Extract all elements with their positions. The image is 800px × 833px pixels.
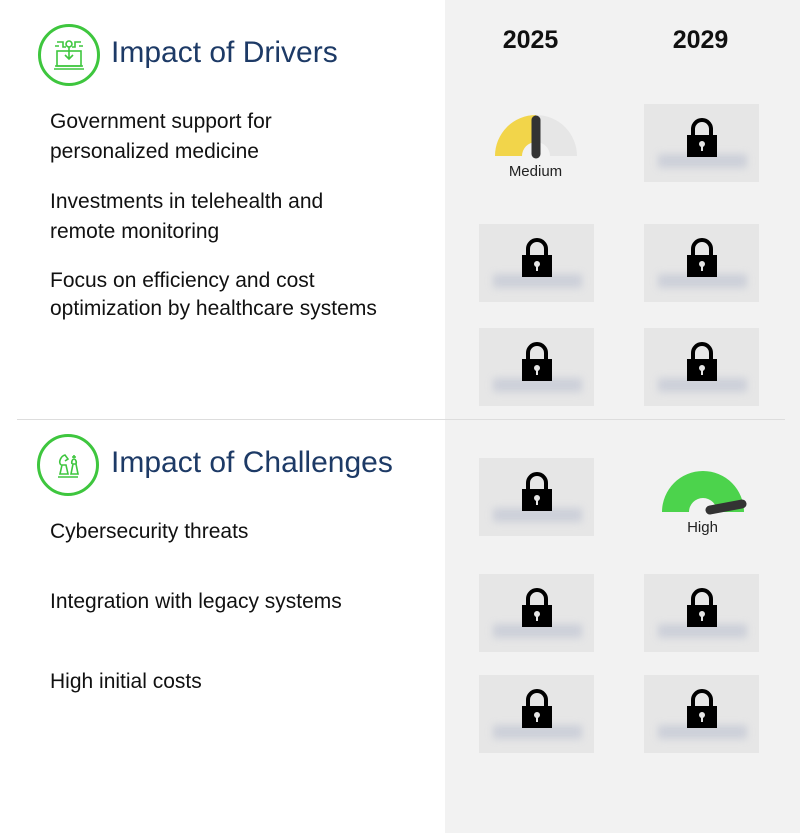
year-header-2025: 2025 [502,26,559,54]
lock-icon [521,689,552,728]
challenge-item: Integration with legacy systems [50,590,342,613]
laptop-circuit-icon [38,24,100,86]
chess-pieces-icon [37,434,99,496]
locked-rating[interactable] [479,574,594,652]
lock-icon [521,238,552,277]
blurred-value [658,274,747,288]
blurred-value [658,624,747,638]
year-header-2029: 2029 [672,26,729,54]
blurred-value [493,725,582,739]
blurred-value [658,154,747,168]
challenge-item: Cybersecurity threats [50,520,249,543]
lock-icon [521,342,552,381]
gauge-label: Medium [508,163,563,180]
impact-gauge-medium: Medium [478,110,593,180]
blurred-value [493,508,582,522]
blurred-value [658,378,747,392]
blurred-value [493,274,582,288]
lock-icon [521,472,552,511]
locked-rating[interactable] [644,224,759,302]
blurred-value [658,725,747,739]
locked-rating[interactable] [479,458,594,536]
drivers-title: Impact of Drivers [111,36,338,69]
section-divider [17,419,785,420]
driver-item: Investments in telehealth and remote mon… [50,190,324,243]
locked-rating[interactable] [479,328,594,406]
lock-icon [686,588,717,627]
lock-icon [686,689,717,728]
lock-icon [521,588,552,627]
locked-rating[interactable] [644,104,759,182]
locked-rating[interactable] [479,675,594,753]
driver-item: Government support for personalized medi… [50,110,272,163]
gauge-label: High [687,519,718,536]
locked-rating[interactable] [644,574,759,652]
impact-gauge-high: High [645,466,760,536]
driver-item: Focus on efficiency and cost optimizatio… [50,269,377,320]
lock-icon [686,118,717,157]
challenge-item: High initial costs [50,670,202,693]
blurred-value [493,624,582,638]
challenges-title: Impact of Challenges [111,446,393,479]
lock-icon [686,238,717,277]
locked-rating[interactable] [644,675,759,753]
lock-icon [686,342,717,381]
locked-rating[interactable] [479,224,594,302]
blurred-value [493,378,582,392]
locked-rating[interactable] [644,328,759,406]
